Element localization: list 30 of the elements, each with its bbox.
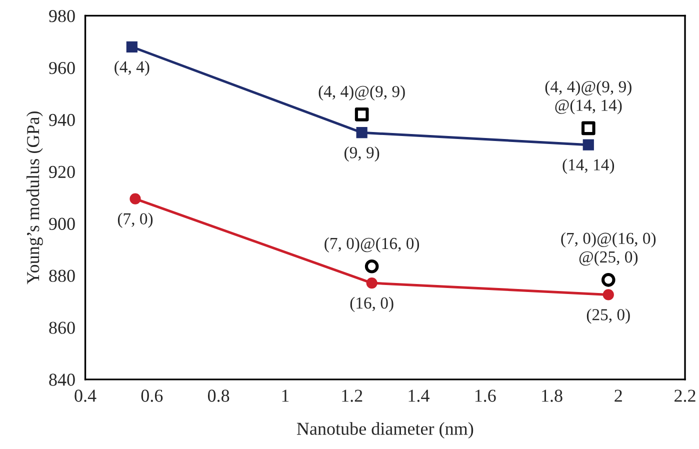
- x-tick-label: 1.2: [342, 390, 362, 402]
- x-tick-label: 2.2: [674, 390, 696, 402]
- data-label: (7, 0)@(16, 0) @(25, 0): [561, 232, 656, 266]
- x-tick-label: 0.6: [141, 390, 163, 402]
- data-label: (25, 0): [586, 308, 630, 324]
- y-tick-label: 880: [49, 270, 75, 282]
- data-label: (4, 4): [114, 60, 150, 76]
- x-tick-label: 1: [282, 390, 289, 402]
- x-tick-label: 0.4: [74, 390, 96, 402]
- y-tick-label: 980: [49, 10, 75, 22]
- data-label: (14, 14): [562, 158, 614, 174]
- data-label: (4, 4)@(9, 9) @(14, 14): [545, 80, 632, 114]
- y-tick-label: 920: [49, 166, 75, 178]
- x-tick-label: 2: [614, 390, 622, 402]
- data-label: (4, 4)@(9, 9): [318, 85, 405, 101]
- x-tick-label: 1.6: [475, 390, 496, 402]
- x-tick-label: 1.8: [542, 390, 562, 402]
- x-tick-label: 1.4: [408, 390, 430, 402]
- data-label: (7, 0)@(16, 0): [324, 237, 420, 253]
- y-tick-label: 960: [49, 62, 75, 74]
- y-tick-label: 940: [49, 114, 75, 126]
- x-tick-label: 0.8: [208, 390, 230, 402]
- y-axis-title: Young’s modulus (GPa): [26, 111, 43, 284]
- y-tick-label: 860: [49, 322, 75, 334]
- y-tick-label: 840: [49, 374, 75, 386]
- data-label: (9, 9): [344, 146, 380, 162]
- data-label: (16, 0): [350, 296, 394, 312]
- x-axis-title: Nanotube diameter (nm): [296, 422, 474, 439]
- data-label: (7, 0): [118, 212, 153, 228]
- y-tick-label: 900: [49, 218, 75, 230]
